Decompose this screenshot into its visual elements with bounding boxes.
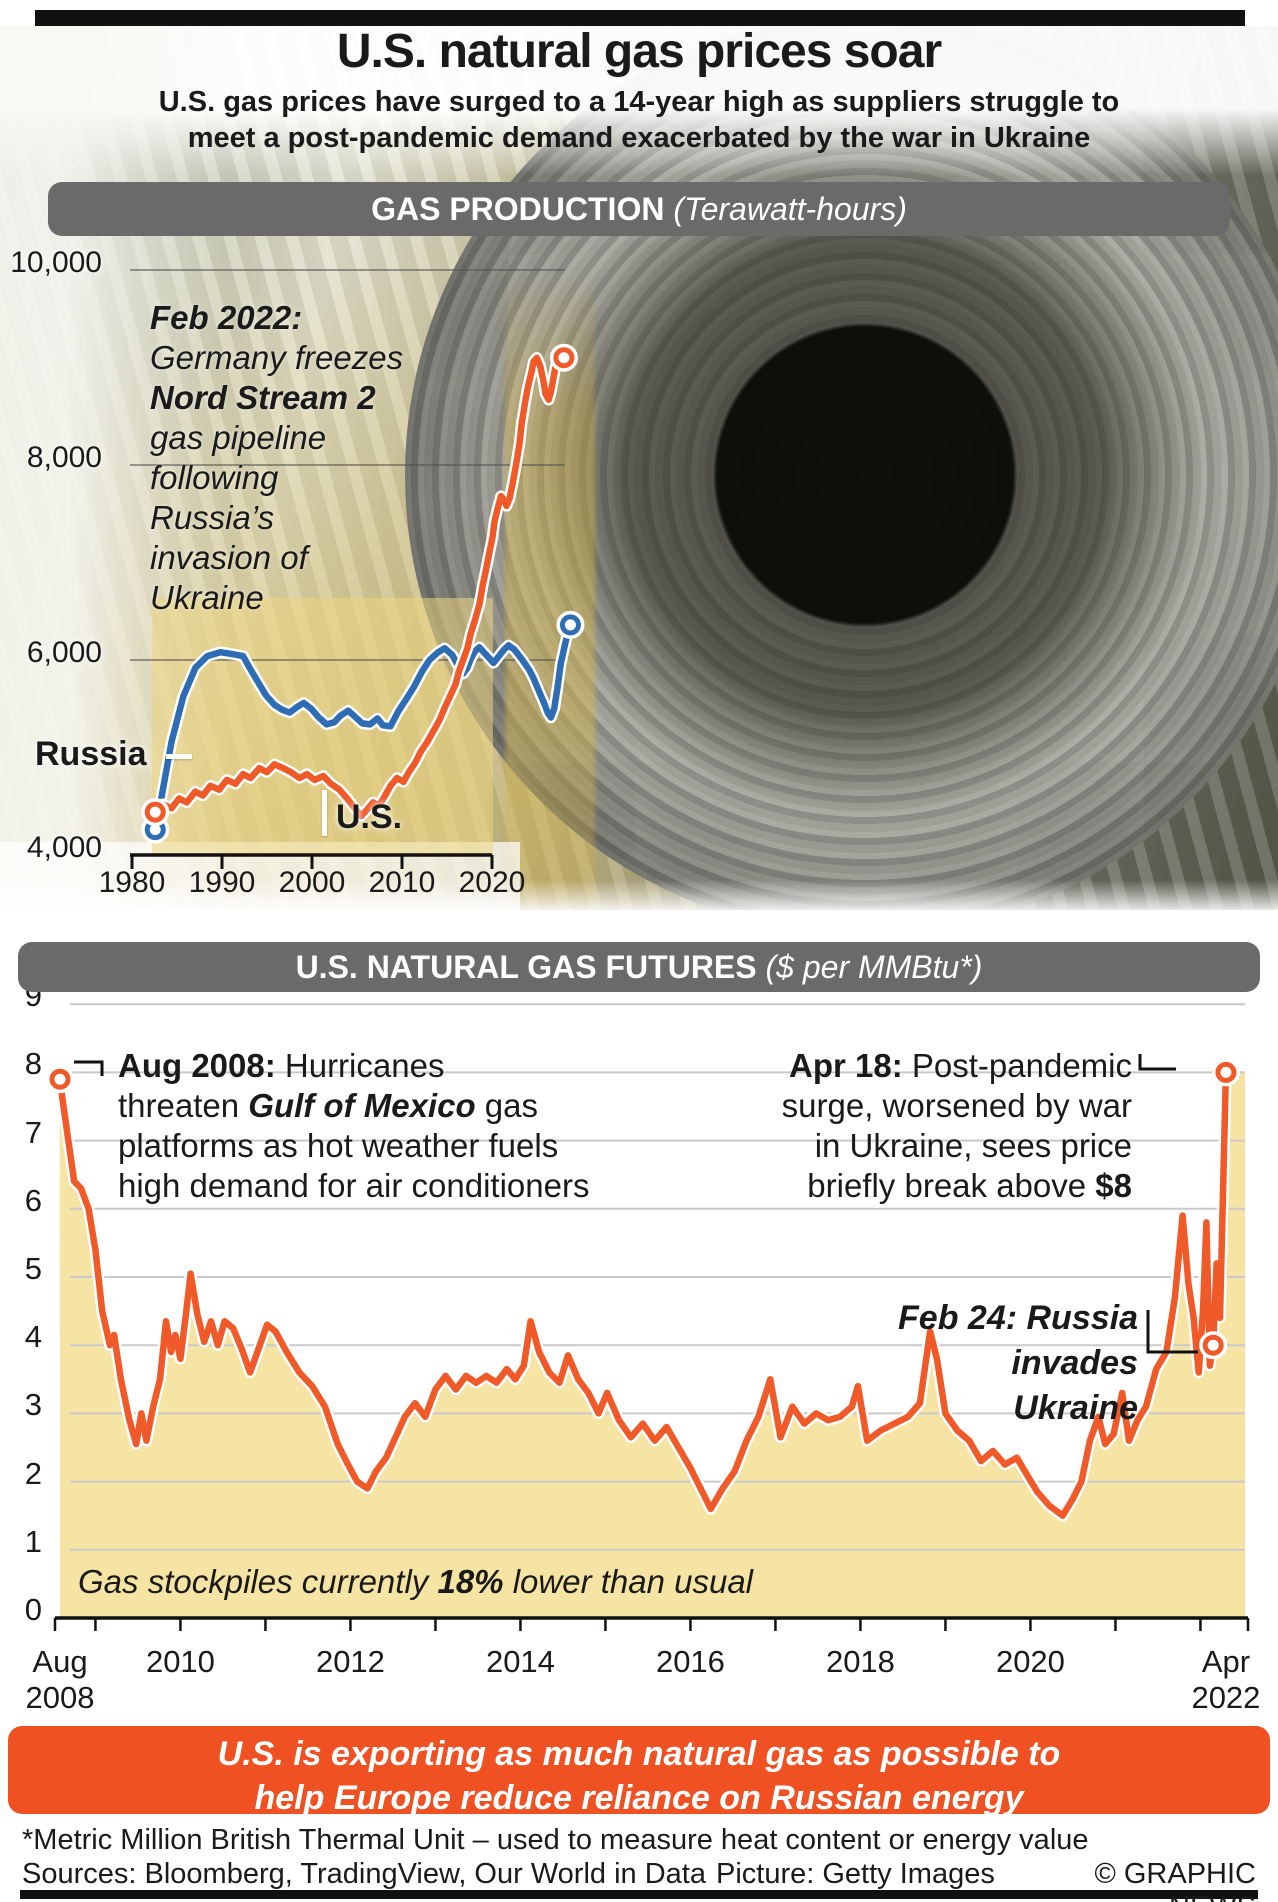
export-banner: U.S. is exporting as much natural gas as… — [8, 1726, 1270, 1817]
subtitle-line-2: meet a post-pandemic demand exacerbated … — [187, 122, 1091, 154]
section-header-gas-production: GAS PRODUCTION (Terawatt-hours) — [48, 182, 1230, 236]
russia-series-label: Russia — [35, 735, 147, 773]
gas-futures-unit: ($ per MMBtu*) — [765, 949, 983, 985]
gas-production-title: GAS PRODUCTION — [371, 191, 665, 227]
futures-y-tick-2: 2 — [24, 1455, 42, 1491]
page-subtitle: U.S. gas prices have surged to a 14-year… — [0, 84, 1278, 156]
annotation-aug-2008: Aug 2008: Hurricanes threaten Gulf of Mex… — [118, 1047, 590, 1204]
futures-x-tick-Apr-2022: Apr 2022 — [1191, 1644, 1261, 1715]
futures-x-tick-2020: 2020 — [995, 1644, 1065, 1679]
us-series-label: U.S. — [336, 798, 403, 836]
gas-futures-title: U.S. NATURAL GAS FUTURES — [295, 949, 757, 985]
futures-y-tick-1: 1 — [24, 1523, 42, 1559]
photo-seam-fade — [0, 880, 1278, 910]
banner-line-2: help Europe reduce reliance on Russian e… — [254, 1779, 1024, 1817]
bottom-rule — [20, 1890, 1258, 1899]
futures-x-tick-2010: 2010 — [145, 1644, 215, 1679]
picture-credit: Picture: Getty Images — [716, 1858, 995, 1890]
futures-y-tick-7: 7 — [24, 1114, 42, 1150]
futures-y-tick-8: 8 — [24, 1046, 42, 1082]
futures-y-tick-0: 0 — [24, 1592, 42, 1627]
top-rule — [35, 10, 1245, 27]
section-header-gas-futures: U.S. NATURAL GAS FUTURES ($ per MMBtu*) — [18, 942, 1260, 992]
annotation-feb-2022: Feb 2022: Germany freezes Nord Stream 2 gas… — [150, 299, 404, 616]
futures-y-tick-3: 3 — [24, 1387, 42, 1423]
photo-gold-streak — [505, 266, 595, 906]
futures-y-tick-6: 6 — [24, 1182, 42, 1218]
futures-x-tick-2016: 2016 — [655, 1644, 725, 1679]
futures-x-tick-Aug-2008: Aug 2008 — [25, 1644, 95, 1715]
futures-x-tick-2018: 2018 — [825, 1644, 895, 1679]
sources-credit: Sources: Bloomberg, TradingView, Our Wor… — [22, 1858, 706, 1890]
gas-stockpiles-note: Gas stockpiles currently 18% lower than … — [78, 1563, 754, 1600]
page-title: U.S. natural gas prices soar — [336, 25, 942, 78]
us-pointer-tick — [322, 790, 327, 836]
futures-x-tick-2012: 2012 — [315, 1644, 385, 1679]
gas-production-unit: (Terawatt-hours) — [673, 191, 907, 227]
copyright: © GRAPHIC NEWS — [1094, 1858, 1256, 1902]
annotation-apr-18: Apr 18: Post-pandemic surge, worsened by … — [781, 1047, 1132, 1204]
annotation-feb-24: Feb 24: Russia invades Ukraine — [898, 1299, 1138, 1427]
futures-y-tick-4: 4 — [24, 1319, 42, 1355]
futures-x-tick-2014: 2014 — [485, 1644, 555, 1679]
futures-y-tick-5: 5 — [24, 1251, 42, 1286]
banner-line-1: U.S. is exporting as much natural gas as… — [217, 1735, 1061, 1773]
mmbtu-footnote: *Metric Million British Thermal Unit – u… — [22, 1824, 1089, 1856]
russia-pointer-dash — [166, 754, 192, 759]
subtitle-line-1: U.S. gas prices have surged to a 14-year… — [158, 86, 1120, 118]
